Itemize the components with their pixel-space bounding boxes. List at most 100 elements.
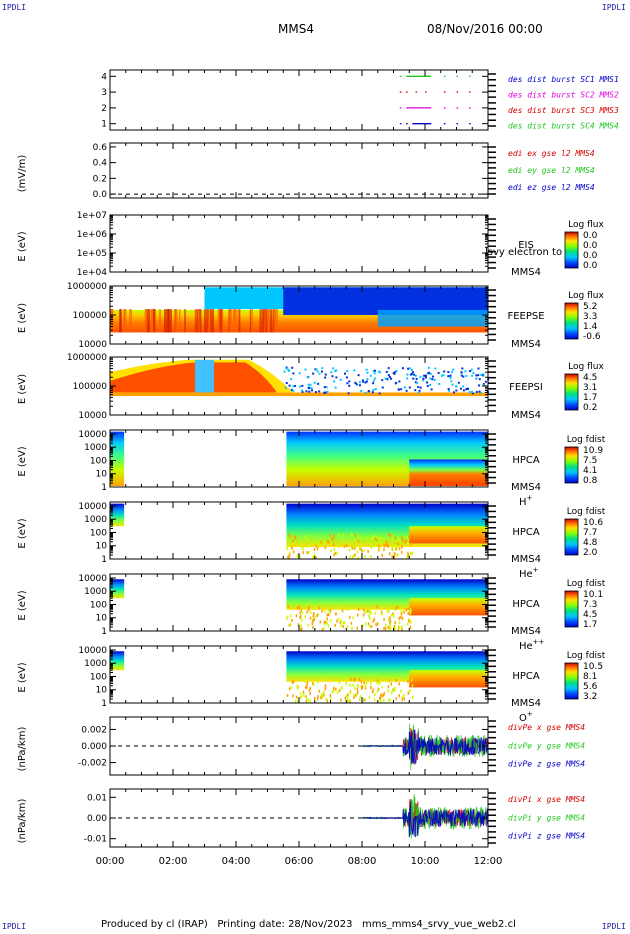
- feepsi-dot: [357, 374, 360, 377]
- hpca-sparse-dot: [315, 544, 318, 548]
- hpca-sparse-dot: [324, 687, 327, 691]
- hpca-sparse-dot: [287, 605, 290, 609]
- hpca-sparse-dot: [305, 695, 307, 699]
- feepsi-dot: [361, 379, 364, 382]
- feepsi-dot: [292, 389, 295, 392]
- hpca-sparse-dot: [393, 555, 395, 559]
- y-tick-label: 0.6: [93, 143, 108, 153]
- hpca-sparse-dot: [349, 691, 352, 695]
- feepsi-dot: [291, 366, 294, 369]
- feepsi-dot: [364, 391, 367, 394]
- hpca-sparse-dot: [377, 687, 380, 691]
- hpca-sparse-dot: [286, 615, 289, 619]
- overlay-label: lsvy electron to: [485, 247, 562, 258]
- header-datetime: 08/Nov/2016 00:00: [427, 22, 543, 36]
- instrument-name: EIS: [518, 240, 534, 251]
- y-tick-label: 1e+04: [77, 268, 108, 278]
- feepsi-dot: [455, 389, 458, 392]
- hpca-sparse-dot: [359, 695, 362, 699]
- hpca-sparse-dot: [372, 535, 375, 539]
- feepse-stripe: [110, 309, 113, 333]
- feepsi-gap: [195, 359, 214, 393]
- y-tick-label: 4: [101, 72, 107, 82]
- y-tick-label: 10: [96, 542, 108, 552]
- hpca-sparse-dot: [394, 539, 396, 543]
- feepse-stripe: [219, 309, 223, 333]
- colorbar: [564, 518, 579, 556]
- hpca-sparse-dot: [296, 684, 298, 688]
- hpca-sparse-dot: [288, 543, 290, 547]
- hpca-sparse-dot: [302, 547, 304, 551]
- feepse-stripe: [123, 309, 127, 333]
- feepsi-dot: [386, 378, 389, 381]
- feepsi-dot: [392, 372, 395, 375]
- hpca-sparse-dot: [375, 623, 377, 627]
- divergence-trace-p11: [361, 794, 489, 839]
- hpca-early-block: [110, 503, 125, 527]
- corner-label-top-right: IPDLI: [601, 3, 626, 12]
- hpca-sparse-dot: [371, 544, 374, 548]
- hpca-sparse-dot: [360, 547, 362, 551]
- hpca-sparse-dot: [312, 618, 315, 622]
- hpca-sparse-dot: [309, 616, 312, 620]
- hpca-sparse-dot: [334, 678, 336, 682]
- hpca-sparse-dot: [296, 606, 299, 610]
- hpca-sparse-dot: [396, 605, 399, 609]
- feepsi-dot: [477, 374, 480, 377]
- hpca-sparse-dot: [386, 610, 389, 614]
- colorbar-label: 1.7: [583, 393, 597, 403]
- hpca-sparse-dot: [361, 687, 363, 691]
- colorbar-label: 0.0: [583, 251, 598, 261]
- feepse-stripe: [179, 309, 181, 333]
- hpca-sparse-dot: [405, 608, 408, 612]
- feepsi-dot: [333, 380, 336, 383]
- hpca-sparse-dot: [401, 539, 404, 543]
- spectrogram-p8: [110, 579, 488, 632]
- hpca-sparse-dot: [345, 694, 348, 698]
- feepsi-dot: [403, 386, 406, 389]
- feepsi-dot: [410, 369, 413, 372]
- colorbar-label: 3.3: [583, 312, 597, 322]
- y-axis-label: E (eV): [17, 590, 28, 620]
- feepsi-dot: [424, 376, 427, 379]
- hpca-sparse-dot: [362, 613, 365, 617]
- feepsi-dot: [387, 374, 390, 377]
- feepsi-dot: [288, 384, 291, 387]
- hpca-sparse-dot: [350, 678, 352, 682]
- hpca-sparse-dot: [298, 606, 301, 610]
- hpca-sparse-dot: [338, 533, 340, 537]
- hpca-sparse-dot: [367, 609, 369, 613]
- hpca-sparse-dot: [351, 544, 353, 548]
- feepsi-dot: [459, 387, 462, 390]
- hpca-sparse-dot: [318, 606, 321, 610]
- hpca-sparse-dot: [397, 625, 400, 629]
- hpca-sparse-dot: [389, 625, 392, 629]
- hpca-sparse-dot: [336, 605, 339, 609]
- feepsi-dot: [372, 382, 375, 385]
- feepse-stripe: [184, 309, 186, 333]
- hpca-sparse-dot: [391, 535, 393, 539]
- species-charge: ++: [533, 638, 545, 646]
- feepsi-dot: [465, 374, 468, 377]
- hpca-sparse-dot: [356, 687, 359, 691]
- feepsi-dot: [462, 389, 465, 392]
- feepse-stripe: [210, 309, 213, 333]
- hpca-sparse-dot: [299, 616, 301, 620]
- hpca-sparse-dot: [356, 692, 358, 696]
- feepsi-dot: [451, 383, 454, 386]
- hpca-sparse-dot: [330, 549, 332, 553]
- hpca-sparse-dot: [400, 550, 403, 554]
- hpca-sparse-dot: [348, 698, 350, 702]
- hpca-sparse-dot: [379, 680, 381, 684]
- hpca-sparse-dot: [370, 625, 373, 629]
- hpca-sparse-dot: [376, 605, 379, 609]
- hpca-sparse-dot: [357, 684, 360, 688]
- hpca-sparse-dot: [410, 542, 413, 546]
- hpca-sparse-dot: [288, 687, 291, 691]
- hpca-sparse-dot: [407, 607, 409, 611]
- feepsi-dot: [371, 391, 374, 394]
- feepse-stripe: [217, 309, 221, 333]
- hpca-sparse-dot: [363, 681, 366, 685]
- feepse-stripe: [198, 309, 200, 333]
- hpca-sparse-dot: [320, 541, 322, 545]
